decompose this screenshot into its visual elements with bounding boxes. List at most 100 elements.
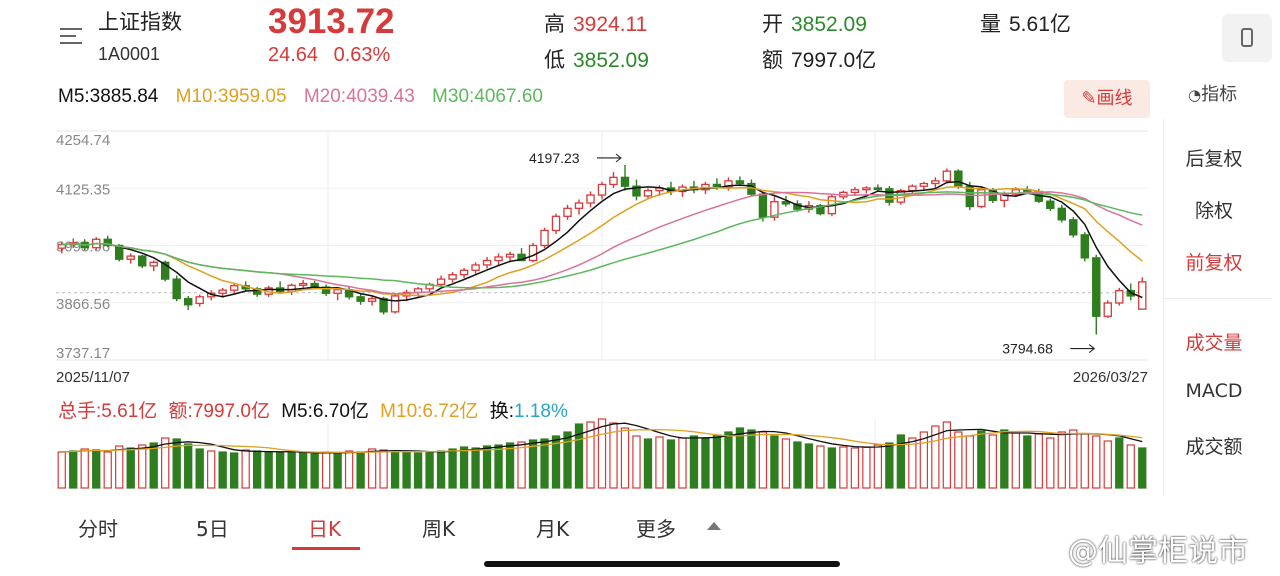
candle-body — [390, 295, 400, 313]
volume-bar — [770, 435, 779, 489]
tab-monthly[interactable]: 月K — [536, 517, 570, 541]
volume-bar — [92, 449, 101, 489]
candle-body — [781, 201, 791, 205]
candle-body — [965, 185, 975, 208]
phone-icon — [1241, 28, 1253, 47]
volume-bar — [230, 452, 239, 489]
side-item-post-adjust[interactable]: 后复权 — [1185, 148, 1243, 170]
volume-bar — [115, 445, 124, 489]
volume-bar — [126, 447, 135, 489]
tab-more[interactable]: 更多 — [636, 517, 676, 541]
y-tick-label: 4125.35 — [56, 181, 110, 198]
volume-bar — [80, 448, 89, 489]
candle-body — [448, 274, 457, 280]
min-arrow-head-icon — [1088, 344, 1096, 353]
volume-bar — [1115, 437, 1124, 489]
candle-body — [229, 285, 239, 291]
volume-bar — [873, 444, 883, 489]
volume-bar — [241, 449, 250, 489]
candle-body — [149, 261, 158, 267]
y-tick-label: 3737.17 — [56, 345, 110, 362]
candle-body — [712, 183, 722, 188]
ma5-line — [61, 180, 1143, 302]
volume-bar — [551, 435, 561, 489]
max-arrow-head-icon — [615, 153, 622, 163]
side-item-ex-rights[interactable]: 除权 — [1194, 200, 1233, 222]
side-item-amount[interactable]: 成交额 — [1185, 436, 1243, 458]
candle-body — [563, 207, 572, 217]
tab-5day[interactable]: 5日 — [196, 517, 229, 541]
volume-bar — [1023, 435, 1032, 489]
candle-body — [873, 187, 883, 191]
volume-bar — [436, 450, 446, 489]
candle-body — [459, 269, 469, 276]
candle-body — [770, 201, 779, 218]
volume-bar — [781, 438, 791, 489]
volume-bar — [908, 437, 917, 489]
candle-body — [195, 296, 204, 305]
ma30-line — [61, 191, 1143, 289]
candle-body — [126, 255, 135, 260]
side-item-macd[interactable]: MACD — [1185, 380, 1243, 402]
volume-bar — [735, 427, 745, 489]
last-price: 3913.72 — [268, 2, 395, 41]
volume-bar — [850, 447, 860, 489]
volume-bar — [701, 437, 710, 489]
low-label: 低 — [544, 48, 565, 72]
pencil-icon: ✎ — [1081, 88, 1097, 109]
volume-bar — [379, 449, 388, 489]
volume-bar — [149, 442, 158, 489]
candle-body — [321, 286, 331, 294]
side-item-pre-adjust[interactable]: 前复权 — [1185, 252, 1243, 274]
gauge-icon: ◔ — [1188, 86, 1202, 104]
candle-body — [862, 187, 871, 191]
landscape-toggle-button[interactable] — [1222, 14, 1272, 62]
tab-daily[interactable]: 日K — [308, 517, 342, 541]
moving-average-lines — [61, 180, 1143, 302]
volume-bar — [563, 431, 572, 489]
side-item-volume[interactable]: 成交量 — [1185, 332, 1243, 354]
change-percent: 0.63% — [333, 44, 391, 66]
candle-body — [632, 185, 641, 197]
candle-body — [298, 282, 308, 286]
ma30-label: M30:4067.60 — [432, 86, 543, 107]
volume-bar — [862, 446, 871, 489]
volume-bar — [172, 438, 181, 489]
volume-bar — [1069, 429, 1078, 489]
max-price-label: 4197.23 — [529, 150, 580, 166]
kline-chart[interactable]: 4254.744125.353995.963866.563737.172025/… — [0, 0, 1160, 500]
watermark: @仙掌柜说市 — [1068, 534, 1248, 569]
ma10-label: M10:3959.05 — [175, 86, 287, 107]
x-end-label: 2026/03/27 — [1073, 369, 1148, 386]
tab-weekly[interactable]: 周K — [422, 517, 456, 541]
caret-up-icon[interactable] — [707, 522, 721, 530]
volume-bar — [471, 447, 480, 489]
volume-bar — [655, 436, 664, 489]
volume-ma-lines — [61, 422, 1143, 454]
home-indicator — [484, 561, 840, 567]
draw-line-label: 画线 — [1096, 88, 1133, 109]
index-code: 1A0001 — [98, 44, 161, 64]
volume-m10-label: M10:6.72亿 — [380, 401, 479, 422]
index-name: 上证指数 — [98, 10, 182, 34]
price-change: 24.64 0.63% — [268, 44, 390, 67]
tab-intraday[interactable]: 分时 — [78, 517, 118, 541]
volume-m5-label: M5:6.70亿 — [281, 401, 369, 422]
candle-body — [1092, 257, 1101, 317]
volume-bar — [57, 451, 66, 489]
indicator-button[interactable]: ◔指标 — [1188, 80, 1237, 106]
menu-icon[interactable] — [60, 26, 84, 46]
draw-line-button[interactable]: ✎画线 — [1064, 80, 1150, 118]
candle-body — [505, 253, 515, 258]
volume-bar — [195, 448, 204, 489]
candle-body — [908, 185, 917, 192]
volume-bar — [965, 435, 974, 489]
volume-bar — [505, 442, 515, 489]
volume-bar — [666, 439, 676, 489]
turnover-value: 1.18% — [513, 401, 568, 422]
candle-body — [609, 176, 618, 186]
volume-bar — [264, 451, 273, 489]
volume-bar — [1057, 431, 1066, 489]
low-stat: 低 3852.09 — [544, 44, 649, 74]
volume-bar — [609, 422, 618, 489]
